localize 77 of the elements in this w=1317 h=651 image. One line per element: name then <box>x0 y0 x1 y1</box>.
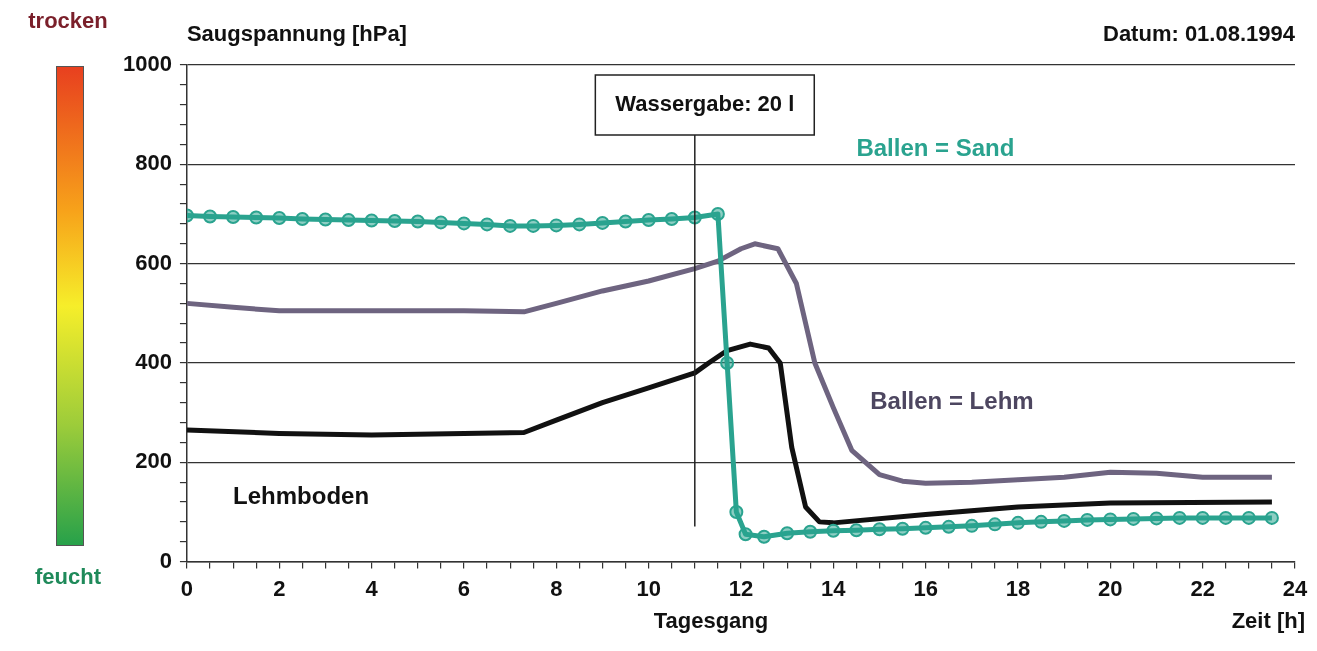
point <box>738 527 753 542</box>
point <box>641 212 656 227</box>
x-tick-label: 0 <box>180 575 194 601</box>
point <box>872 522 887 537</box>
point <box>387 213 402 228</box>
point <box>1264 510 1279 525</box>
x-tick-label: 4 <box>365 575 379 601</box>
point <box>1010 515 1025 530</box>
point <box>595 215 610 230</box>
point <box>433 215 448 230</box>
point <box>572 217 587 232</box>
chart-subtitle: Datum: 01.08.1994 <box>1103 21 1296 47</box>
point <box>1149 511 1164 526</box>
point <box>918 520 933 535</box>
series-label: Lehmboden <box>233 481 370 509</box>
point <box>1103 512 1118 527</box>
point <box>480 217 495 232</box>
point <box>729 504 744 519</box>
point <box>203 209 218 224</box>
point <box>272 210 287 225</box>
text: Tagesgang <box>653 607 769 633</box>
x-tick-label: 24 <box>1282 575 1308 601</box>
text: Ballen = Sand <box>856 134 1015 162</box>
x-tick-label: 22 <box>1190 575 1215 601</box>
point <box>1126 511 1141 526</box>
x-tick-label: 16 <box>913 575 938 601</box>
point <box>987 517 1002 532</box>
x-tick-label: 20 <box>1098 575 1123 601</box>
point <box>849 523 864 538</box>
point <box>249 210 264 225</box>
point <box>1195 510 1210 525</box>
point <box>1034 514 1049 529</box>
point <box>364 213 379 228</box>
point <box>226 209 241 224</box>
point <box>1241 510 1256 525</box>
x-tick-label: 2 <box>273 575 286 601</box>
y-tick-label: 600 <box>135 249 172 275</box>
point <box>826 523 841 538</box>
point <box>341 212 356 227</box>
point <box>941 519 956 534</box>
annotation: Wassergabe: 20 l <box>615 91 795 117</box>
point <box>410 214 425 229</box>
text: trocken <box>28 8 108 34</box>
x-tick-label: 18 <box>1005 575 1031 601</box>
y-axis-title: Saugspannung [hPa] <box>186 21 407 47</box>
point <box>1218 510 1233 525</box>
point <box>295 211 310 226</box>
point <box>720 355 735 370</box>
point <box>757 529 772 544</box>
point <box>1057 513 1072 528</box>
x-axis-title: Zeit [h] <box>1231 607 1305 633</box>
point <box>456 216 471 231</box>
x-tick-label: 14 <box>821 575 847 601</box>
x-tick-label: 6 <box>457 575 471 601</box>
point <box>1172 510 1187 525</box>
point <box>803 524 818 539</box>
point <box>503 218 518 233</box>
point <box>549 218 564 233</box>
point <box>618 214 633 229</box>
point <box>710 206 725 221</box>
y-tick-label: 800 <box>135 150 172 176</box>
x-tick-label: 10 <box>636 575 661 601</box>
point <box>964 518 979 533</box>
point <box>780 526 795 541</box>
point <box>318 212 333 227</box>
x-tick-label: 12 <box>728 575 754 601</box>
y-tick-label: 200 <box>135 448 172 474</box>
series-label: Ballen = Lehm <box>870 387 1034 415</box>
y-tick-label: 400 <box>135 349 172 375</box>
y-tick-label: 1000 <box>122 51 172 77</box>
x-tick-label: 8 <box>550 575 563 601</box>
point <box>1080 512 1095 527</box>
point <box>526 218 541 233</box>
text: feucht <box>35 564 102 590</box>
point <box>664 211 679 226</box>
y-tick-label: 0 <box>159 547 172 573</box>
point <box>895 521 910 536</box>
